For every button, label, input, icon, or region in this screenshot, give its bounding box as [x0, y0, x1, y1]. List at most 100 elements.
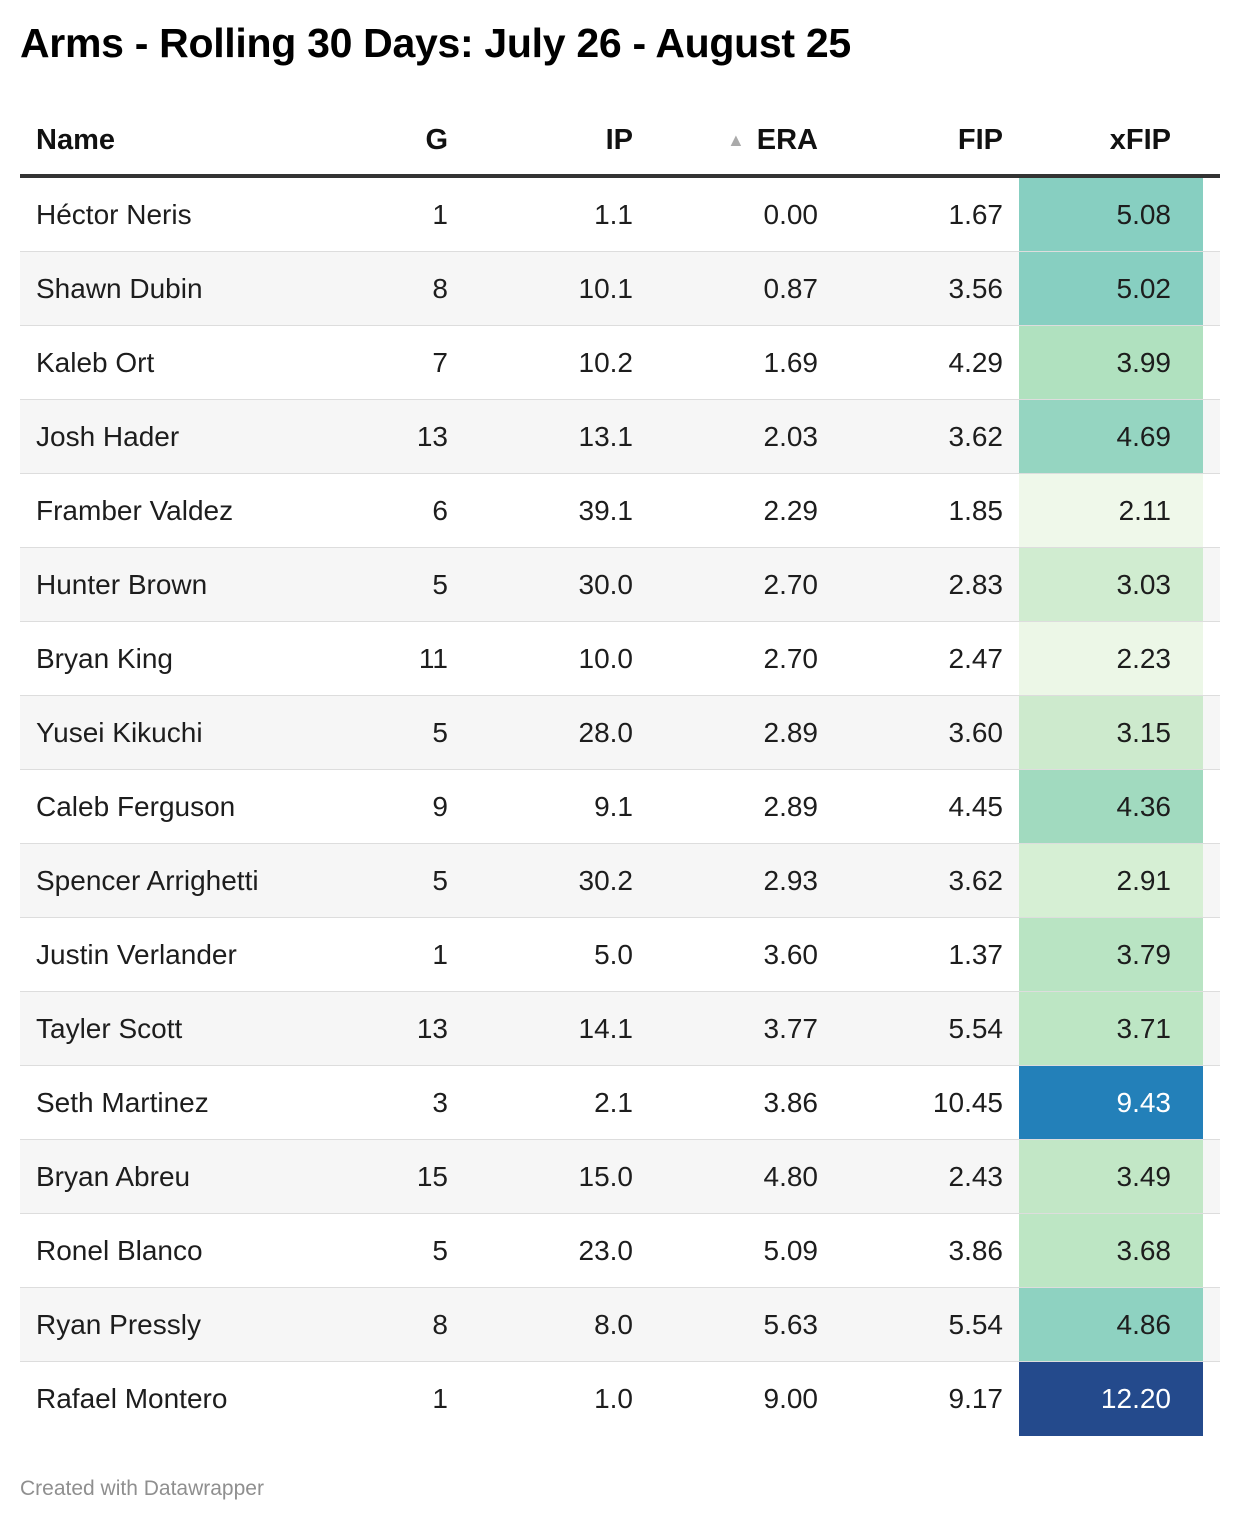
cell-ip: 30.2	[578, 864, 634, 896]
table-row: Bryan Abreu 15 15.0 4.80 2.43 3.49	[20, 1140, 1220, 1214]
cell-fip: 3.62	[948, 864, 1004, 896]
cell-fip: 5.54	[948, 1308, 1004, 1340]
table-row: Bryan King 11 10.0 2.70 2.47 2.23	[20, 622, 1220, 696]
cell-name: Shawn Dubin	[36, 272, 203, 304]
cell-xfip: 3.68	[1019, 1214, 1203, 1287]
cell-g: 3	[432, 1086, 448, 1118]
cell-era: 5.63	[763, 1308, 819, 1340]
cell-ip: 10.2	[578, 346, 634, 378]
cell-fip: 3.62	[948, 420, 1004, 452]
cell-era: 2.70	[763, 642, 819, 674]
cell-fip: 1.37	[948, 938, 1004, 970]
column-header-name[interactable]: Name	[36, 123, 115, 156]
cell-xfip: 9.43	[1019, 1066, 1203, 1139]
column-header-era-label: ERA	[756, 123, 818, 156]
cell-xfip: 12.20	[1019, 1362, 1203, 1436]
column-header-fip[interactable]: FIP	[957, 123, 1003, 156]
cell-name: Ronel Blanco	[36, 1234, 203, 1266]
cell-ip: 13.1	[578, 420, 634, 452]
cell-xfip: 3.03	[1019, 548, 1203, 621]
table-header-row: Name G IP ▲ ERA FIP xFIP	[20, 106, 1220, 178]
cell-ip: 39.1	[578, 494, 634, 526]
column-header-xfip[interactable]: xFIP	[1109, 123, 1171, 156]
credit-footer: Created with Datawrapper	[20, 1477, 264, 1500]
cell-name: Tayler Scott	[36, 1012, 183, 1044]
cell-xfip: 2.11	[1019, 474, 1203, 547]
table-row: Hunter Brown 5 30.0 2.70 2.83 3.03	[20, 548, 1220, 622]
table-row: Caleb Ferguson 9 9.1 2.89 4.45 4.36	[20, 770, 1220, 844]
cell-xfip: 2.23	[1019, 622, 1203, 695]
cell-ip: 10.1	[578, 272, 634, 304]
cell-name: Framber Valdez	[36, 494, 234, 526]
cell-era: 2.93	[763, 864, 819, 896]
cell-g: 11	[418, 642, 448, 674]
table-row: Seth Martinez 3 2.1 3.86 10.45 9.43	[20, 1066, 1220, 1140]
column-header-era[interactable]: ▲ ERA	[649, 124, 834, 157]
cell-fip: 2.83	[948, 568, 1004, 600]
cell-g: 6	[432, 494, 448, 526]
cell-xfip: 2.91	[1019, 844, 1203, 917]
cell-xfip: 4.86	[1019, 1288, 1203, 1361]
table-row: Josh Hader 13 13.1 2.03 3.62 4.69	[20, 400, 1220, 474]
cell-fip: 10.45	[932, 1086, 1003, 1118]
cell-name: Seth Martinez	[36, 1086, 209, 1118]
cell-era: 5.09	[763, 1234, 819, 1266]
cell-xfip: 5.08	[1019, 178, 1203, 251]
cell-ip: 30.0	[578, 568, 634, 600]
cell-name: Hunter Brown	[36, 568, 208, 600]
cell-ip: 8.0	[594, 1308, 633, 1340]
cell-g: 1	[432, 198, 448, 230]
cell-fip: 2.43	[948, 1160, 1004, 1192]
cell-era: 2.03	[763, 420, 819, 452]
table-row: Kaleb Ort 7 10.2 1.69 4.29 3.99	[20, 326, 1220, 400]
cell-g: 7	[432, 346, 448, 378]
cell-fip: 3.60	[948, 716, 1004, 748]
table-title: Arms - Rolling 30 Days: July 26 - August…	[20, 20, 851, 66]
cell-era: 3.60	[763, 938, 819, 970]
cell-name: Caleb Ferguson	[36, 790, 236, 822]
cell-era: 2.29	[763, 494, 819, 526]
cell-ip: 14.1	[578, 1012, 634, 1044]
cell-era: 2.70	[763, 568, 819, 600]
table-body: Héctor Neris 1 1.1 0.00 1.67 5.08 Shawn Dubin 8…	[20, 178, 1220, 1436]
cell-era: 0.87	[763, 272, 819, 304]
cell-name: Justin Verlander	[36, 938, 237, 970]
cell-g: 8	[432, 272, 448, 304]
column-header-ip[interactable]: IP	[605, 123, 633, 156]
cell-fip: 3.86	[948, 1234, 1004, 1266]
cell-ip: 23.0	[578, 1234, 634, 1266]
column-header-g[interactable]: G	[425, 123, 448, 156]
cell-era: 2.89	[763, 790, 819, 822]
cell-ip: 15.0	[578, 1160, 634, 1192]
cell-fip: 1.67	[948, 198, 1004, 230]
cell-g: 13	[416, 1012, 448, 1044]
cell-fip: 4.29	[948, 346, 1004, 378]
cell-ip: 28.0	[578, 716, 634, 748]
table-row: Framber Valdez 6 39.1 2.29 1.85 2.11	[20, 474, 1220, 548]
cell-name: Rafael Montero	[36, 1383, 228, 1414]
table-row: Héctor Neris 1 1.1 0.00 1.67 5.08	[20, 178, 1220, 252]
cell-name: Ryan Pressly	[36, 1308, 201, 1340]
cell-xfip: 3.71	[1019, 992, 1203, 1065]
cell-xfip: 4.69	[1019, 400, 1203, 473]
cell-era: 3.86	[763, 1086, 819, 1118]
cell-g: 8	[432, 1308, 448, 1340]
cell-ip: 1.0	[594, 1383, 633, 1414]
cell-name: Bryan Abreu	[36, 1160, 191, 1192]
cell-era: 4.80	[763, 1160, 819, 1192]
table-row: Ronel Blanco 5 23.0 5.09 3.86 3.68	[20, 1214, 1220, 1288]
cell-g: 5	[432, 864, 448, 896]
cell-xfip: 4.36	[1019, 770, 1203, 843]
cell-ip: 1.1	[594, 198, 633, 230]
cell-fip: 1.85	[948, 494, 1004, 526]
cell-g: 1	[432, 1383, 448, 1414]
cell-ip: 10.0	[578, 642, 634, 674]
cell-name: Spencer Arrighetti	[36, 864, 259, 896]
cell-era: 0.00	[763, 198, 819, 230]
cell-name: Héctor Neris	[36, 198, 192, 230]
cell-xfip: 3.49	[1019, 1140, 1203, 1213]
cell-fip: 9.17	[948, 1383, 1004, 1414]
cell-xfip: 3.79	[1019, 918, 1203, 991]
cell-fip: 5.54	[948, 1012, 1004, 1044]
cell-era: 3.77	[763, 1012, 819, 1044]
